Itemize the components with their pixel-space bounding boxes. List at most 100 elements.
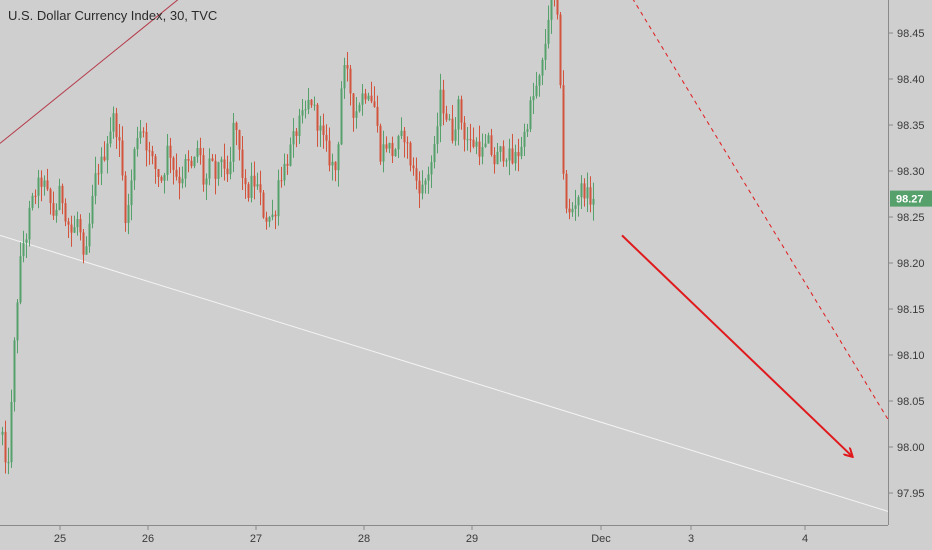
price-tick-label: 98.45	[897, 28, 925, 40]
candle-body	[511, 148, 514, 164]
price-tick-label: 98.35	[897, 120, 925, 132]
candle-body	[136, 137, 139, 150]
candle-body	[286, 163, 289, 166]
candle-body	[304, 109, 307, 111]
candle-body	[121, 140, 124, 176]
candle-body	[22, 242, 25, 257]
candle-body	[412, 165, 415, 169]
candle-body	[508, 148, 511, 161]
time-tick-label: 3	[688, 533, 694, 545]
candle-body	[235, 122, 238, 131]
candle-body	[424, 180, 427, 185]
time-tick-label: 25	[54, 533, 66, 545]
candle-body	[388, 142, 391, 149]
price-tick-label: 98.00	[897, 442, 925, 454]
candle-body	[463, 122, 466, 140]
candle-body	[310, 99, 313, 106]
candle-body	[547, 19, 550, 44]
candle-body	[208, 158, 211, 179]
candle-body	[289, 144, 292, 166]
candle-body	[439, 89, 442, 127]
time-tick-label: 26	[142, 533, 154, 545]
upper-trendline[interactable]	[0, 0, 205, 144]
price-tick-label: 97.95	[897, 488, 925, 500]
time-tick-label: Dec	[591, 533, 611, 545]
candle-body	[148, 150, 151, 152]
candle-body	[79, 219, 82, 233]
candle-body	[127, 205, 130, 224]
candle-body	[172, 157, 175, 170]
candle-body	[223, 159, 226, 169]
candle-body	[301, 110, 304, 116]
lower-trendline[interactable]	[0, 234, 889, 512]
candle-body	[166, 145, 169, 175]
candle-body	[352, 93, 355, 118]
candle-body	[280, 180, 283, 182]
candle-body	[199, 148, 202, 156]
candle-body	[574, 205, 577, 209]
candle-body	[541, 59, 544, 76]
candle-body	[130, 180, 133, 206]
time-tick-label: 27	[250, 533, 262, 545]
candle-body	[589, 187, 592, 205]
current-price-tag: 98.27	[890, 190, 932, 207]
time-axis[interactable]: 25 26 27 28 29 Dec 3 4	[54, 525, 808, 545]
candle-body	[214, 160, 217, 179]
annotations-layer	[620, 0, 889, 456]
candle-body	[202, 155, 205, 185]
trendlines-layer	[0, 0, 889, 512]
down-arrow[interactable]	[621, 234, 852, 456]
candle-body	[556, 0, 559, 15]
time-tick-label: 28	[358, 533, 370, 545]
candle-body	[205, 178, 208, 185]
candle-body	[292, 131, 295, 145]
candle-body	[76, 219, 79, 228]
candle-body	[43, 180, 46, 187]
projection-dashed-line[interactable]	[620, 0, 889, 420]
candle-body	[151, 151, 154, 157]
candle-body	[379, 125, 382, 162]
candle-body	[187, 158, 190, 161]
candle-body	[316, 104, 319, 131]
candle-body	[112, 113, 115, 132]
candle-body	[196, 148, 199, 157]
candle-body	[40, 177, 43, 187]
candle-body	[103, 156, 106, 161]
candle-body	[298, 115, 301, 137]
candle-body	[283, 163, 286, 181]
candle-body	[478, 141, 481, 157]
candle-body	[19, 256, 22, 303]
price-axis[interactable]: 97.95 98.00 98.05 98.10 98.15 98.20 98.25 98.30…	[888, 28, 925, 500]
candle-body	[529, 100, 532, 130]
chart-title: U.S. Dollar Currency Index, 30, TVC	[8, 8, 218, 23]
candle-body	[343, 65, 346, 89]
time-tick-label: 29	[466, 533, 478, 545]
candle-body	[274, 214, 277, 217]
price-tick-label: 98.25	[897, 212, 925, 224]
candle-body	[328, 140, 331, 166]
price-tick-label: 98.30	[897, 166, 925, 178]
candle-body	[313, 104, 316, 106]
candle-body	[211, 158, 214, 161]
candle-body	[469, 139, 472, 141]
candle-body	[442, 89, 445, 114]
candle-body	[88, 223, 91, 247]
candle-body	[325, 134, 328, 141]
candle-body	[241, 149, 244, 178]
candle-body	[400, 130, 403, 137]
candle-body	[523, 131, 526, 147]
candle-body	[361, 93, 364, 105]
candle-body	[496, 151, 499, 165]
candle-body	[100, 156, 103, 174]
candle-body	[34, 195, 37, 197]
candle-body	[403, 130, 406, 143]
candle-body	[109, 131, 112, 144]
candle-body	[487, 135, 490, 144]
candle-body	[370, 95, 373, 102]
candle-body	[580, 183, 583, 198]
candle-body	[583, 183, 586, 199]
candle-body	[451, 118, 454, 141]
